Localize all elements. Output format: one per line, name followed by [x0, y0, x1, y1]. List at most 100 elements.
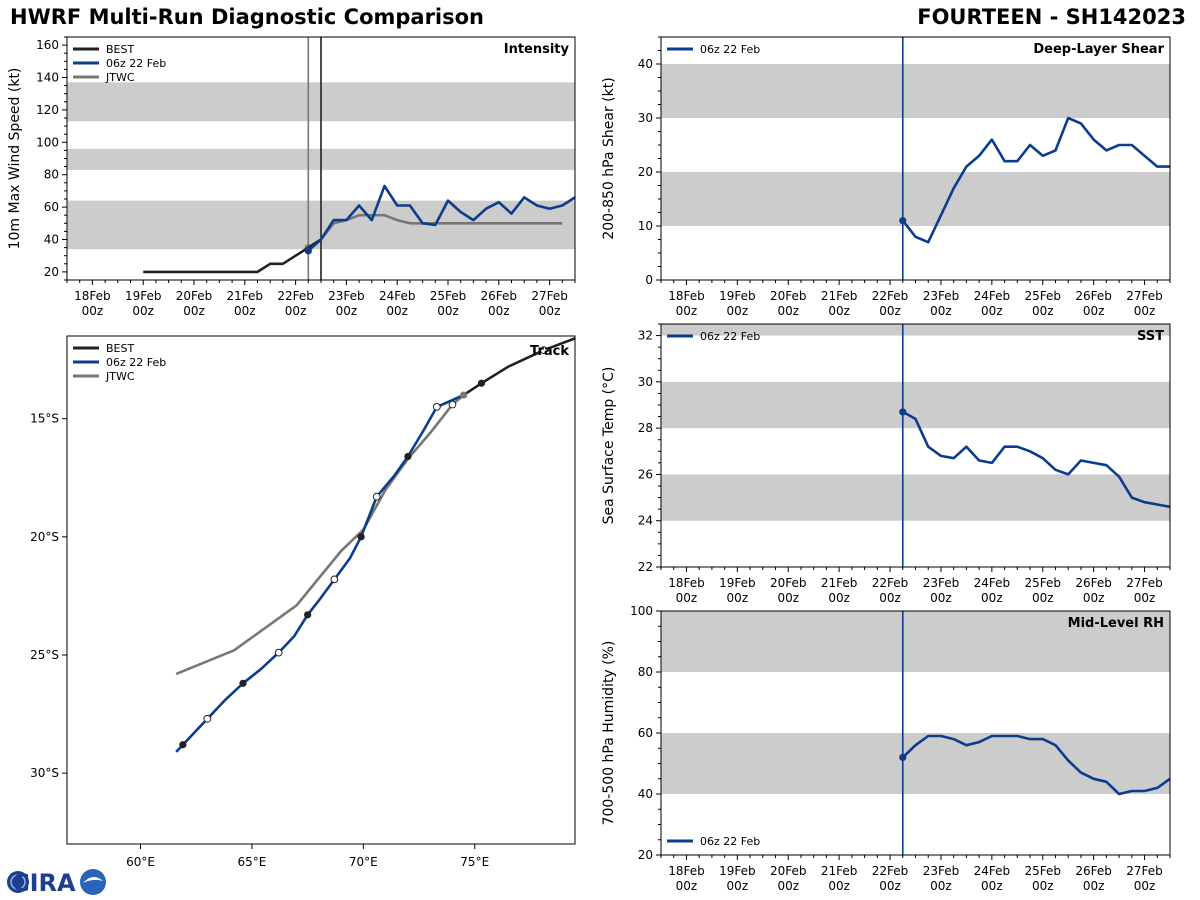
- panel-title: Intensity: [504, 42, 570, 57]
- x-tick-label-date: 26Feb: [1075, 864, 1112, 878]
- x-tick-label-date: 25Feb: [1024, 289, 1061, 303]
- series-line-hwrf: [902, 410, 1170, 509]
- x-tick-label-date: 26Feb: [1075, 289, 1112, 303]
- x-tick-label-hour: 00z: [1032, 304, 1054, 318]
- series-line-best: [143, 238, 322, 274]
- x-tick-label-hour: 00z: [879, 304, 901, 318]
- x-tick-label-date: 22Feb: [277, 289, 314, 303]
- x-tick-label-hour: 00z: [727, 591, 749, 605]
- legend-label: JTWC: [105, 370, 135, 383]
- x-tick-label-date: 19Feb: [125, 289, 162, 303]
- x-tick-label-date: 24Feb: [974, 864, 1011, 878]
- y-tick-label: 10: [638, 219, 653, 233]
- x-tick-label-date: 25Feb: [1024, 576, 1061, 590]
- x-tick-label-hour: 00z: [1134, 879, 1156, 893]
- y-tick-label: 40: [638, 57, 653, 71]
- x-tick-label-hour: 00z: [930, 304, 952, 318]
- x-tick-label-date: 23Feb: [923, 576, 960, 590]
- intensity-panel: 2040608010012014016018Feb00z19Feb00z20Fe…: [7, 36, 576, 318]
- plot-frame: [660, 36, 1171, 281]
- shaded-band: [661, 611, 1170, 672]
- cira-logo-text: CIRA: [12, 869, 76, 897]
- y-tick-label: 60: [44, 200, 59, 214]
- shaded-band: [661, 64, 1170, 118]
- track-marker-open: [372, 492, 381, 501]
- x-tick-label-hour: 00z: [879, 879, 901, 893]
- x-tick-label-hour: 00z: [879, 591, 901, 605]
- y-tick-label: 80: [638, 665, 653, 679]
- x-tick-label-hour: 00z: [234, 304, 256, 318]
- plot-frame: [660, 323, 1171, 568]
- series-line-hwrf: [307, 184, 575, 252]
- y-axis-label: 200-850 hPa Shear (kt): [601, 77, 617, 239]
- series-line-hwrf: [901, 734, 1170, 796]
- y-tick-label: 100: [36, 135, 59, 149]
- y-tick-label: 15°S: [30, 412, 59, 426]
- plot-frame: [66, 335, 576, 845]
- x-tick-label-date: 20Feb: [770, 576, 807, 590]
- x-tick-label-hour: 00z: [676, 304, 698, 318]
- x-tick-label-date: 19Feb: [719, 576, 756, 590]
- shear-panel: 01020304018Feb00z19Feb00z20Feb00z21Feb00…: [601, 36, 1171, 318]
- series-start-marker: [304, 247, 312, 255]
- x-tick-label-hour: 00z: [727, 879, 749, 893]
- y-tick-label: 30: [638, 111, 653, 125]
- track-marker-open: [448, 400, 457, 409]
- x-tick-label-hour: 00z: [1032, 591, 1054, 605]
- track-panel: 60°E 65°E 70°E 75°E 15°S 20°S 25°S 30°S Track BES…: [30, 335, 576, 869]
- legend-label: 06z 22 Feb: [700, 330, 760, 343]
- page-title: HWRF Multi-Run Diagnostic Comparison: [10, 5, 485, 29]
- series-start-marker: [899, 753, 907, 762]
- x-tick-label-hour: 00z: [981, 591, 1003, 605]
- x-tick-label-date: 24Feb: [974, 289, 1011, 303]
- cira-logo: CIRA: [7, 869, 106, 897]
- panel-title: Deep-Layer Shear: [1033, 42, 1164, 57]
- x-tick-label-hour: 00z: [981, 879, 1003, 893]
- y-tick-label: 20: [638, 165, 653, 179]
- x-tick-label-date: 23Feb: [923, 864, 960, 878]
- y-tick-label: 160: [36, 38, 59, 52]
- globe-icon: [7, 871, 29, 893]
- plot-frame: [660, 610, 1171, 856]
- y-tick-label: 30°S: [30, 766, 59, 780]
- y-tick-label: 40: [44, 233, 59, 247]
- x-tick-label-hour: 00z: [285, 304, 307, 318]
- track-marker-filled: [179, 741, 187, 749]
- y-tick-label: 0: [645, 273, 653, 287]
- track-marker-open: [274, 648, 283, 657]
- series-start-marker: [899, 408, 907, 416]
- x-tick-label-hour: 00z: [1083, 591, 1105, 605]
- x-tick-label-date: 21Feb: [821, 289, 858, 303]
- x-tick-label-hour: 00z: [132, 304, 154, 318]
- legend-label: BEST: [106, 342, 134, 355]
- x-tick-label-date: 24Feb: [379, 289, 416, 303]
- x-tick-label-date: 27Feb: [1126, 576, 1163, 590]
- x-tick-label-date: 18Feb: [668, 289, 705, 303]
- x-tick-label-date: 19Feb: [719, 864, 756, 878]
- x-tick-label-hour: 00z: [930, 879, 952, 893]
- panel-title: SST: [1137, 329, 1164, 344]
- x-tick-label-date: 22Feb: [872, 576, 909, 590]
- y-tick-label: 26: [638, 467, 653, 481]
- plot-frame: [66, 36, 576, 281]
- x-tick-label: 75°E: [460, 855, 489, 869]
- x-tick-label-hour: 00z: [777, 304, 799, 318]
- track-marker-filled: [304, 611, 312, 619]
- x-tick-label-hour: 00z: [183, 304, 205, 318]
- x-tick-label-hour: 00z: [777, 591, 799, 605]
- x-tick-label-date: 18Feb: [668, 864, 705, 878]
- x-tick-label-hour: 00z: [676, 879, 698, 893]
- legend-label: 06z 22 Feb: [106, 356, 166, 369]
- x-tick-label-date: 20Feb: [770, 864, 807, 878]
- panel-title: Track: [530, 344, 569, 359]
- y-tick-label: 20: [638, 848, 653, 862]
- y-tick-label: 20: [44, 265, 59, 279]
- y-tick-label: 140: [36, 71, 59, 85]
- x-tick-label-date: 26Feb: [481, 289, 518, 303]
- x-tick-label-hour: 00z: [539, 304, 561, 318]
- x-tick-label-hour: 00z: [82, 304, 104, 318]
- x-tick-label-date: 23Feb: [923, 289, 960, 303]
- x-tick-label-date: 21Feb: [821, 576, 858, 590]
- x-tick-label-hour: 00z: [676, 591, 698, 605]
- x-tick-label-date: 26Feb: [1075, 576, 1112, 590]
